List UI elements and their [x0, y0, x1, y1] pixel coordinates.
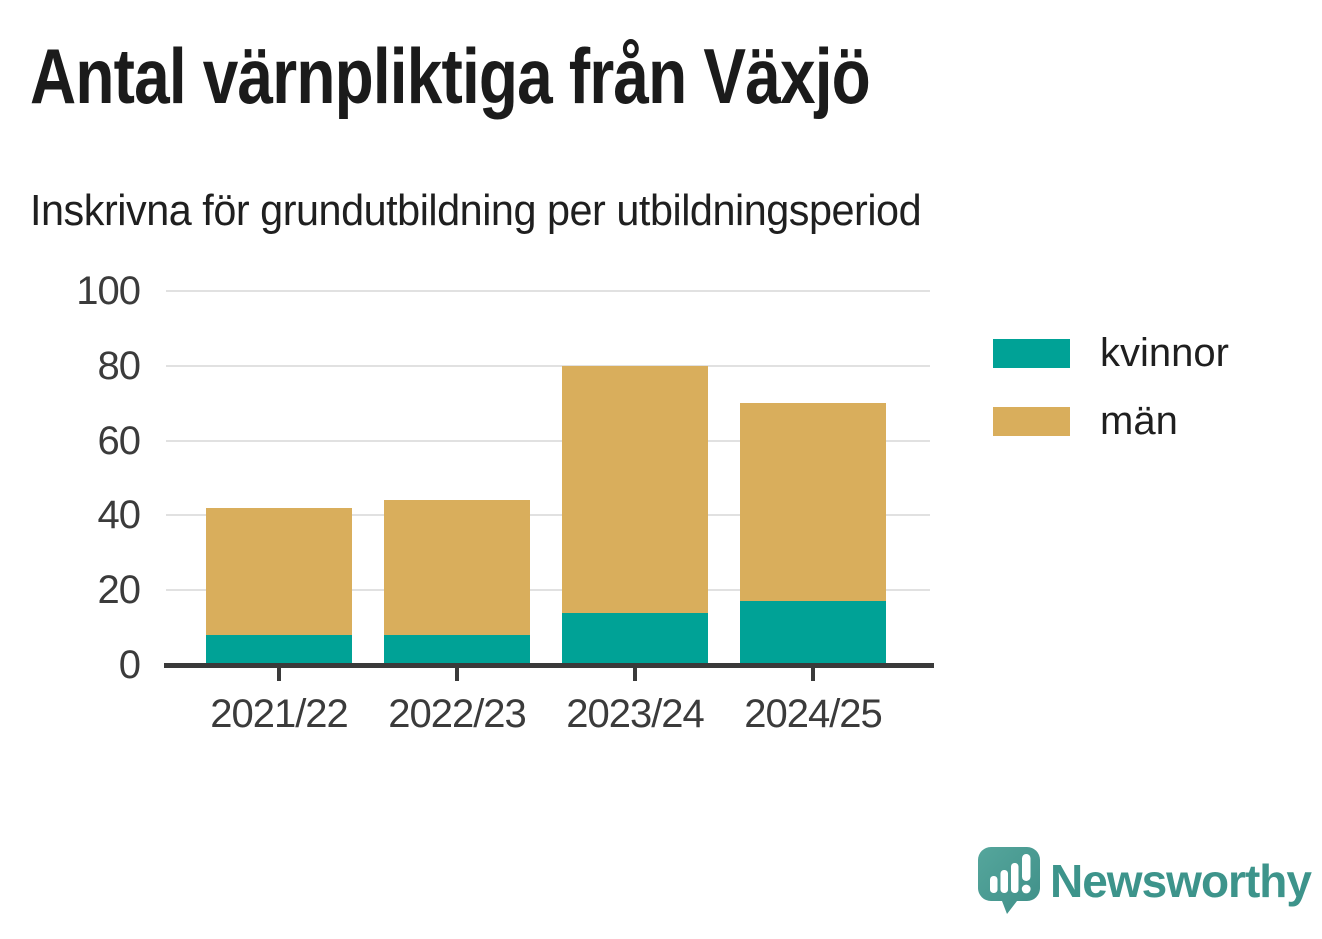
- legend: kvinnor män: [993, 333, 1229, 441]
- gridline-60: [166, 439, 930, 442]
- brand-footer: Newsworthy: [977, 846, 1312, 916]
- legend-label-man: män: [1100, 399, 1178, 443]
- bar-segment-män-2023-24: [562, 365, 708, 613]
- y-tick-label-0: 0: [118, 643, 141, 687]
- x-tick-mark-2022-23: [455, 668, 459, 681]
- newsworthy-logo-icon: [978, 847, 1040, 914]
- y-tick-label-80: 80: [97, 343, 142, 388]
- x-tick-label-2022-23: 2022/23: [388, 692, 527, 736]
- bar-segment-kvinnor-2021-22: [206, 635, 352, 665]
- gridline-40: [166, 514, 930, 517]
- gridline-80: [166, 364, 930, 367]
- bar-segment-män-2021-22: [206, 507, 352, 636]
- legend-swatch-man: [993, 406, 1070, 436]
- bar-segment-män-2024-25: [740, 403, 886, 602]
- x-tick-mark-2024-25: [811, 668, 815, 681]
- x-tick-label-2023-24: 2023/24: [566, 692, 705, 736]
- y-tick-label-100: 100: [76, 269, 141, 313]
- bar-segment-kvinnor-2024-25: [740, 601, 886, 665]
- brand-name: Newsworthy: [1050, 855, 1312, 907]
- chart-subtitle: Inskrivna för grundutbildning per utbild…: [30, 186, 922, 235]
- legend-item-man: män: [993, 401, 1229, 441]
- legend-swatch-kvinnor: [993, 338, 1070, 368]
- y-tick-label-60: 60: [97, 418, 142, 463]
- gridline-100: [166, 290, 930, 292]
- bar-segment-kvinnor-2022-23: [384, 635, 530, 665]
- bar-segment-män-2022-23: [384, 500, 530, 636]
- x-tick-mark-2023-24: [633, 668, 637, 681]
- x-tick-mark-2021-22: [277, 668, 281, 681]
- x-tick-label-2024-25: 2024/25: [744, 692, 883, 736]
- x-axis-line: [164, 663, 934, 668]
- x-tick-label-2021-22: 2021/22: [210, 692, 349, 736]
- y-tick-label-40: 40: [97, 493, 142, 538]
- bar-segment-kvinnor-2023-24: [562, 612, 708, 665]
- y-tick-label-20: 20: [97, 568, 142, 613]
- gridline-20: [166, 589, 930, 592]
- legend-item-kvinnor: kvinnor: [993, 333, 1229, 373]
- chart-title: Antal värnpliktiga från Växjö: [30, 32, 871, 120]
- legend-label-kvinnor: kvinnor: [1100, 331, 1229, 375]
